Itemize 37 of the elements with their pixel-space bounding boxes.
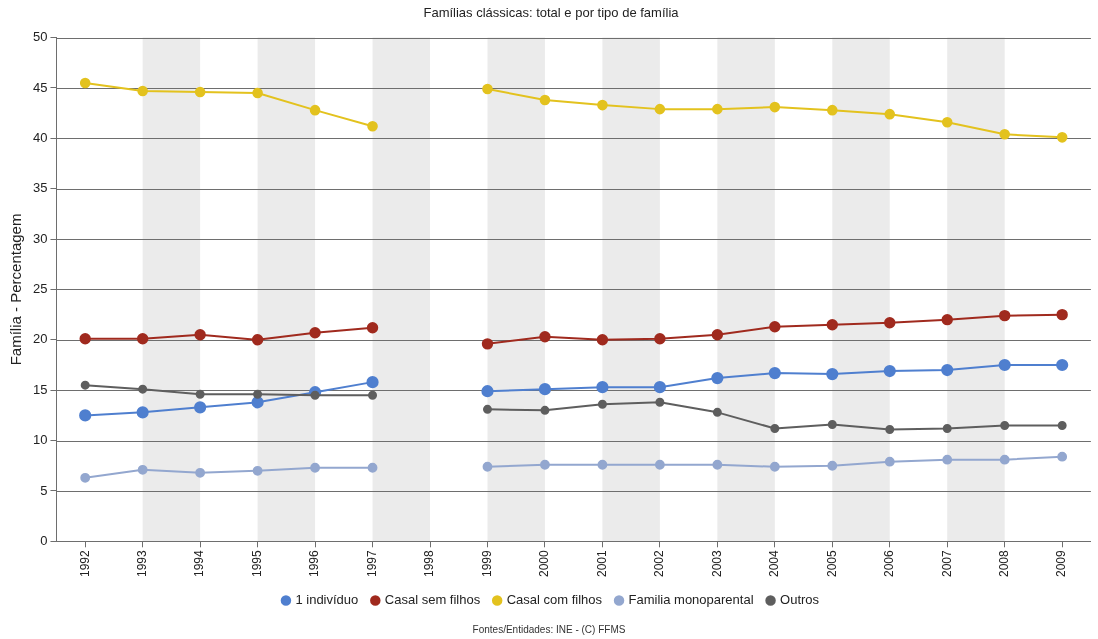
legend-label: Casal sem filhos [384,592,481,608]
text: Fontes/Entidades: INE - (C) FFMS [472,623,626,635]
legend-label: Familia monoparental [628,592,754,608]
x-tick-label: 1996 [307,549,322,578]
x-tick-label: 2009 [1054,549,1069,578]
x-tick-label: 2002 [652,549,667,578]
y-tick-label: 25 [32,281,48,297]
y-tick-label: 0 [40,532,48,548]
x-tick-label: 1994 [192,549,207,578]
legend-label: Casal com filhos [506,592,603,608]
x-tick-label: 2006 [882,549,897,578]
x-tick-label: 1992 [77,549,92,578]
x-tick-label: 2007 [939,549,954,578]
y-tick-label: 15 [32,381,48,397]
x-tick-label: 2005 [824,549,839,578]
legend-label: 1 indivíduo [295,592,359,608]
legend-label: Outros [780,592,820,608]
y-tick-label: 20 [32,331,48,347]
y-tick-label: 10 [32,432,48,448]
x-tick-label: 2000 [537,549,552,578]
x-tick-label: 2001 [594,549,609,578]
x-tick-label: 1998 [422,549,437,578]
x-tick-label: 1999 [479,549,494,578]
y-tick-label: 5 [40,482,48,498]
y-axis-title: Família - Percentagem [7,213,25,366]
chart-title: Famílias clássicas: total e por tipo de família [423,5,680,21]
x-tick-label: 2004 [767,549,782,578]
y-tick-label: 40 [32,129,48,145]
y-tick-label: 35 [32,180,48,196]
x-tick-label: 2003 [709,549,724,578]
y-tick-label: 45 [32,79,48,95]
y-tick-label: 50 [32,29,48,45]
y-tick-label: 30 [32,230,48,246]
x-tick-label: 1997 [364,549,379,578]
x-tick-label: 1993 [134,549,149,578]
x-tick-label: 2008 [997,549,1012,578]
x-tick-label: 1995 [249,549,264,578]
